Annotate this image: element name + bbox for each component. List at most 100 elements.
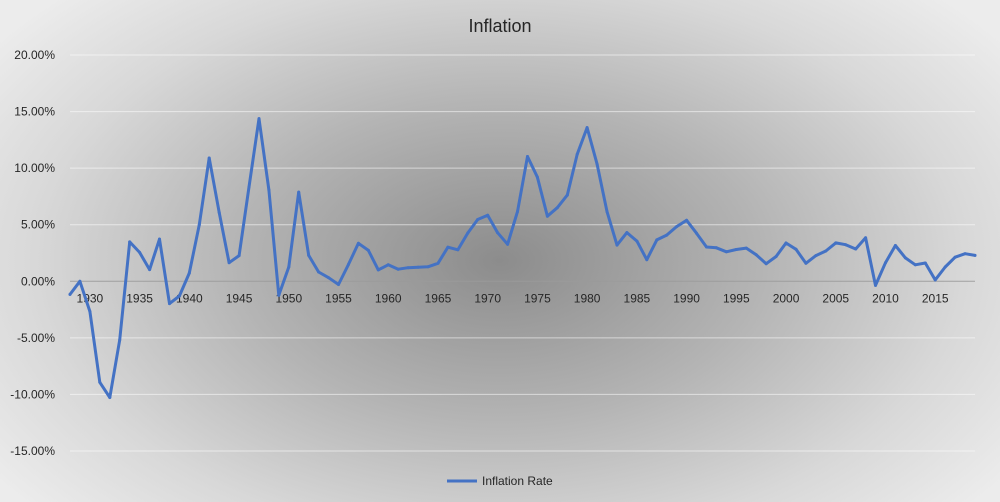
data-point	[506, 242, 510, 246]
y-tick-label: -10.00%	[10, 387, 55, 401]
y-tick-label: 15.00%	[14, 105, 55, 119]
legend-label: Inflation Rate	[482, 474, 553, 488]
x-tick-label: 1940	[176, 291, 203, 305]
data-point	[337, 283, 340, 286]
data-point	[516, 210, 519, 214]
data-point	[665, 233, 669, 237]
data-point	[446, 245, 450, 249]
data-point	[903, 256, 907, 260]
data-point	[118, 338, 122, 342]
y-tick-label: 5.00%	[21, 218, 55, 232]
x-tick-label: 2015	[922, 291, 949, 305]
data-point	[685, 218, 689, 222]
data-point	[267, 188, 271, 192]
data-point	[575, 152, 579, 156]
data-point	[68, 292, 72, 296]
data-point	[187, 271, 191, 275]
data-point	[933, 278, 937, 282]
data-point	[635, 239, 639, 243]
data-point	[416, 265, 420, 269]
data-point	[585, 126, 589, 130]
data-point	[764, 262, 768, 266]
x-tick-label: 1955	[325, 291, 352, 305]
data-point	[366, 248, 370, 252]
data-point	[277, 293, 281, 297]
data-point	[814, 254, 818, 258]
series-layer	[68, 117, 977, 399]
data-point	[356, 241, 360, 245]
data-point	[78, 279, 82, 283]
data-point	[953, 255, 957, 259]
data-point	[197, 223, 201, 227]
data-point	[545, 214, 549, 218]
data-point	[943, 265, 947, 269]
data-point	[466, 231, 470, 235]
x-tick-label: 2010	[872, 291, 899, 305]
data-point	[327, 276, 331, 280]
x-tick-label: 1965	[425, 291, 452, 305]
data-point	[893, 244, 897, 247]
data-point	[615, 243, 619, 247]
x-tick-label: 1960	[375, 291, 402, 305]
data-point	[824, 249, 828, 253]
data-point	[177, 294, 181, 298]
data-point	[426, 265, 430, 269]
x-tick-label: 1995	[723, 291, 750, 305]
data-point	[88, 310, 92, 313]
data-point	[724, 250, 728, 254]
data-point	[874, 283, 877, 287]
data-point	[854, 247, 858, 251]
data-point	[963, 252, 967, 256]
data-point	[486, 213, 490, 217]
data-point	[247, 185, 251, 189]
x-tick-label: 1990	[673, 291, 700, 305]
data-point	[108, 396, 112, 399]
x-tick-label: 1950	[275, 291, 302, 305]
data-point	[287, 265, 291, 269]
y-tick-label: 20.00%	[14, 48, 55, 62]
data-point	[297, 190, 301, 194]
data-point	[555, 206, 559, 210]
data-point	[257, 117, 261, 121]
data-point	[834, 241, 838, 245]
data-point	[217, 211, 221, 214]
x-tick-label: 1935	[126, 291, 153, 305]
gridlines	[70, 54, 975, 452]
data-point	[714, 246, 718, 250]
data-point	[237, 254, 241, 258]
data-point	[376, 268, 380, 272]
data-point	[864, 236, 868, 240]
data-point	[496, 231, 500, 235]
data-point	[526, 155, 529, 158]
data-point	[973, 253, 977, 257]
data-point	[884, 261, 887, 265]
data-point	[645, 258, 649, 262]
data-point	[158, 237, 161, 241]
axes: 20.00% 15.00% 10.00% 5.00% 0.00% -5.00% -10.00…	[10, 48, 949, 458]
legend: Inflation Rate	[447, 474, 553, 488]
data-point	[774, 255, 778, 258]
x-tick-label: 1975	[524, 291, 551, 305]
data-point	[923, 261, 927, 265]
x-tick-label: 2005	[822, 291, 849, 305]
data-point	[476, 218, 480, 221]
data-point	[535, 175, 539, 179]
data-point	[913, 263, 917, 267]
data-point	[565, 193, 569, 197]
x-tick-label: 1970	[474, 291, 501, 305]
x-tick-label: 1930	[77, 291, 104, 305]
data-point	[744, 246, 748, 250]
data-point	[734, 248, 738, 251]
data-point	[844, 243, 848, 247]
data-point	[695, 231, 698, 235]
data-point	[138, 250, 142, 254]
y-tick-label: 10.00%	[14, 161, 55, 175]
y-tick-label: -5.00%	[17, 331, 55, 345]
data-point	[595, 162, 599, 166]
data-point	[625, 231, 629, 235]
x-tick-label: 1945	[226, 291, 253, 305]
data-point	[386, 263, 390, 267]
data-point	[705, 245, 708, 249]
